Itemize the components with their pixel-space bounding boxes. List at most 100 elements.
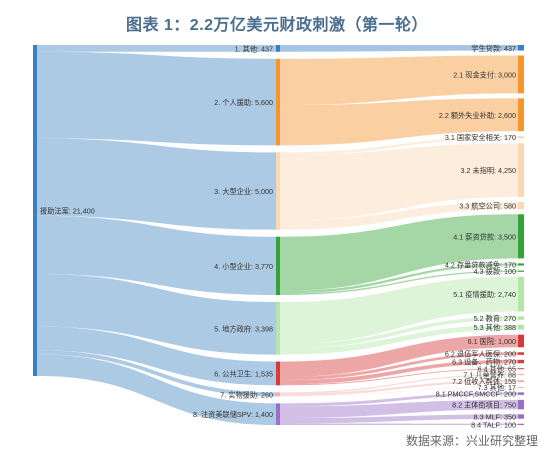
label-item-2: 2.2 额外失业补助: 2,600	[439, 111, 516, 120]
link-c8-item-20	[280, 399, 518, 419]
link-root-c2	[37, 51, 276, 146]
node-c1	[276, 45, 280, 52]
label-item-5: 3.3 航空公司: 580	[459, 202, 516, 211]
node-item-12	[518, 334, 524, 348]
label-item-19: 8.1 PMCCF,SMCCF: 200	[436, 390, 516, 399]
link-c6-item-13	[280, 352, 518, 381]
node-item-15	[518, 368, 524, 370]
label-root: 援助法案: 21,400	[40, 207, 95, 216]
link-c5-item-9	[280, 276, 518, 345]
link-c8-item-22	[280, 423, 518, 425]
node-labels: 援助法案: 21,400 1. 其他: 437 2. 个人援助: 5,600 3. 大…	[40, 44, 516, 430]
label-item-10: 5.2 教育: 270	[474, 314, 516, 323]
link-c2-item-2	[280, 98, 518, 146]
label-item-12: 6.1 医院: 1,000	[468, 337, 516, 346]
link-c7-item-18	[280, 387, 518, 397]
label-c4: 4. 小型企业: 3,770	[214, 262, 273, 271]
data-source-note: 数据来源：兴业研究整理	[405, 434, 538, 448]
label-item-0: 学生贷款: 437	[471, 44, 516, 53]
node-item-9	[518, 276, 524, 312]
link-c7-item-17	[280, 380, 518, 397]
label-item-6: 4.1 薪资贷款: 3,500	[453, 232, 516, 241]
label-item-7: 4.2 存量贷款减免: 170	[445, 260, 516, 269]
label-item-9: 5.1 疫情援助: 2,740	[453, 290, 516, 299]
node-item-0	[518, 45, 524, 51]
label-c8: 8. 注资美联储SPV: 1,400	[193, 410, 273, 419]
label-item-1: 2.1 现金支付: 3,000	[453, 70, 516, 79]
link-c5-item-10	[280, 316, 518, 349]
node-item-8	[518, 270, 524, 272]
label-item-4: 3.2 未指明: 4,250	[460, 166, 516, 175]
label-c2: 2. 个人援助: 5,600	[214, 98, 273, 107]
link-c4-item-6	[280, 214, 518, 291]
link-root-c8	[37, 354, 276, 425]
label-item-3: 3.1 国家安全相关: 170	[445, 133, 516, 142]
label-item-22: 8.4 TALF: 100	[471, 420, 516, 429]
link-root-c3	[37, 138, 276, 230]
link-c6-item-14	[280, 359, 518, 385]
node-item-2	[518, 98, 524, 132]
node-item-18	[518, 387, 524, 389]
label-item-14: 6.3 设备、药物: 270	[452, 358, 516, 367]
label-item-15: 6.4 其他: 65	[478, 365, 516, 374]
node-item-20	[518, 399, 524, 410]
node-item-6	[518, 214, 524, 259]
link-root-c1	[37, 45, 276, 52]
node-item-16	[518, 374, 524, 376]
node-c3	[276, 152, 280, 230]
link-c4-item-8	[280, 270, 518, 296]
node-item-5	[518, 201, 524, 210]
node-item-1	[518, 55, 524, 94]
node-c7	[276, 392, 280, 397]
node-item-10	[518, 316, 524, 320]
link-c8-item-21	[280, 414, 518, 424]
label-item-16: 7.1 儿童营养: 88	[463, 371, 516, 380]
flow-links	[37, 45, 518, 425]
label-item-17: 7.2 低收入群体: 155	[452, 377, 516, 386]
flow-nodes	[33, 45, 524, 425]
link-c6-item-15	[280, 368, 518, 386]
label-item-18: 7.3 其他: 17	[478, 383, 516, 392]
label-item-20: 8.2 主体街项目: 750	[452, 401, 516, 410]
node-item-19	[518, 392, 524, 395]
link-c3-item-4	[280, 143, 518, 221]
node-c8	[276, 403, 280, 425]
link-root-c5	[37, 274, 276, 355]
link-root-c4	[37, 215, 276, 296]
link-c8-item-19	[280, 392, 518, 407]
node-c6	[276, 361, 280, 386]
node-item-22	[518, 423, 524, 425]
label-item-11: 5.3 其他: 388	[474, 323, 516, 332]
node-item-3	[518, 136, 524, 139]
label-c5: 5. 地方政府: 3,398	[214, 324, 273, 333]
link-c5-item-11	[280, 324, 518, 355]
label-c3: 3. 大型企业: 5,000	[214, 187, 273, 196]
label-c7: 7. 实物援助: 260	[220, 390, 273, 399]
link-root-c6	[37, 326, 276, 386]
link-c1-item-0	[280, 45, 518, 52]
link-c6-item-12	[280, 334, 518, 378]
node-item-13	[518, 352, 524, 355]
label-item-21: 8.3 MLF: 350	[474, 413, 516, 422]
node-root	[33, 45, 37, 376]
node-c2	[276, 58, 280, 146]
node-item-21	[518, 414, 524, 419]
node-item-17	[518, 380, 524, 383]
node-item-14	[518, 359, 524, 364]
label-c6: 6. 公共卫生: 1,535	[214, 369, 273, 378]
link-c3-item-5	[280, 201, 518, 230]
link-c7-item-16	[280, 374, 518, 394]
link-c3-item-3	[280, 136, 518, 156]
node-c4	[276, 236, 280, 296]
link-c4-item-7	[280, 263, 518, 294]
link-c2-item-1	[280, 55, 518, 106]
node-c5	[276, 302, 280, 355]
label-c1: 1. 其他: 437	[235, 44, 273, 53]
label-item-13: 6.2 退伍军人医保: 200	[445, 350, 516, 359]
node-item-11	[518, 324, 524, 330]
node-item-7	[518, 263, 524, 266]
link-root-c7	[37, 350, 276, 397]
label-item-8: 4.3 拨款: 100	[474, 267, 516, 276]
node-item-4	[518, 143, 524, 197]
